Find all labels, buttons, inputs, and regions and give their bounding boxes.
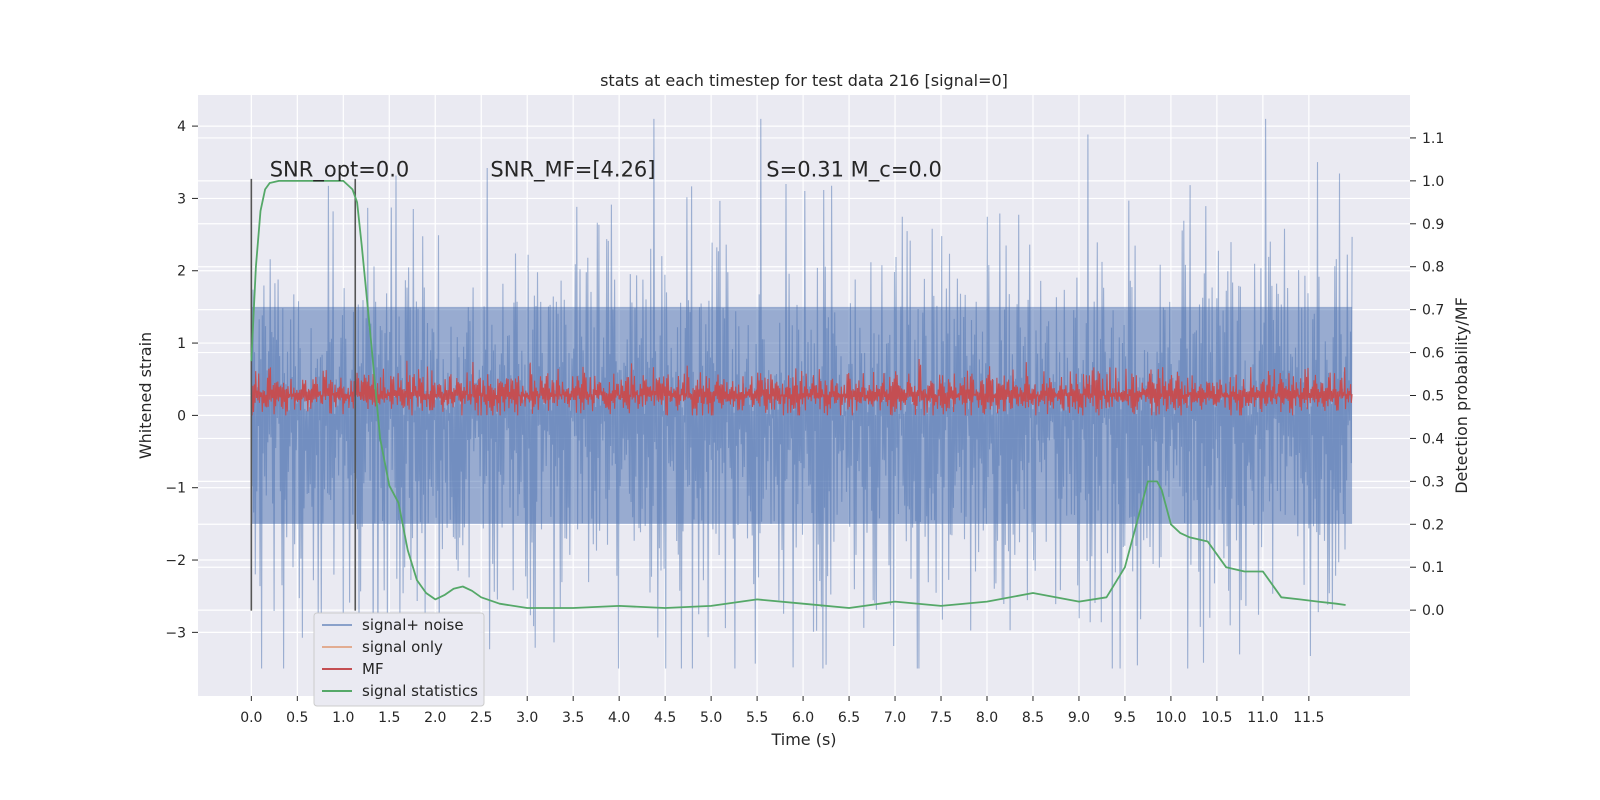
x-tick-label-3: 1.5 — [378, 710, 400, 726]
signal-statistics-series — [250, 180, 1346, 609]
x-tick-label-17: 8.5 — [1022, 710, 1044, 726]
y-tick-labels: −3 −2 −1 0 1 2 3 4 — [165, 119, 198, 641]
x-tick-label-12: 6.0 — [792, 710, 814, 726]
y2-axis-label: Detection probability/MF — [1452, 297, 1471, 494]
y2-tick-label-10: 1.0 — [1422, 174, 1444, 190]
legend-entry-mf: MF — [362, 660, 384, 678]
x-tick-label-19: 9.5 — [1114, 710, 1136, 726]
x-tick-label-1: 0.5 — [286, 710, 308, 726]
y-tick-label-1: −2 — [165, 553, 186, 569]
x-tick-label-21: 10.5 — [1201, 710, 1232, 726]
x-tick-label-0: 0.0 — [240, 710, 262, 726]
legend-entry-signal-only: signal only — [362, 638, 443, 656]
x-tick-label-4: 2.0 — [424, 710, 446, 726]
annotation-0: SNR_opt=0.0 — [270, 158, 410, 183]
y2-tick-label-3: 0.3 — [1422, 474, 1444, 490]
legend-entry-signal-statistics: signal statistics — [362, 682, 478, 700]
legend-entry-signal-noise: signal+ noise — [362, 616, 464, 634]
y2-tick-label-7: 0.7 — [1422, 303, 1444, 319]
y2-tick-label-1: 0.1 — [1422, 560, 1444, 576]
chart-title: stats at each timestep for test data 216… — [600, 71, 1008, 90]
x-tick-label-8: 4.0 — [608, 710, 630, 726]
y-tick-label-5: 2 — [177, 264, 186, 280]
y-tick-label-2: −1 — [165, 481, 186, 497]
y2-tick-label-2: 0.2 — [1422, 517, 1444, 533]
x-tick-label-5: 2.5 — [470, 710, 492, 726]
y2-tick-labels: 0.0 0.1 0.2 0.3 0.4 0.5 0.6 0.7 0.8 0.9 1.0 1.1 — [1410, 131, 1444, 619]
annotation-1: SNR_MF=[4.26] — [490, 158, 655, 183]
x-tick-label-14: 7.0 — [884, 710, 906, 726]
x-tick-label-23: 11.5 — [1293, 710, 1324, 726]
x-tick-label-20: 10.0 — [1155, 710, 1186, 726]
x-tick-label-7: 3.5 — [562, 710, 584, 726]
legend-box — [313, 612, 485, 707]
y-tick-label-4: 1 — [177, 336, 186, 352]
x-tick-label-16: 8.0 — [976, 710, 998, 726]
y2-tick-label-6: 0.6 — [1422, 346, 1444, 362]
y2-tick-label-5: 0.5 — [1422, 389, 1444, 405]
x-tick-label-6: 3.0 — [516, 710, 538, 726]
x-tick-label-11: 5.5 — [746, 710, 768, 726]
x-tick-label-9: 4.5 — [654, 710, 676, 726]
x-tick-label-13: 6.5 — [838, 710, 860, 726]
y-axis-label: Whitened strain — [136, 332, 155, 459]
y-tick-label-7: 4 — [177, 119, 186, 135]
annotations: SNR_opt=0.0 SNR_MF=[4.26] S=0.31 M_c=0.0 — [270, 158, 942, 183]
legend: signal+ noise signal only MF signal stat… — [313, 612, 485, 707]
x-tick-label-10: 5.0 — [700, 710, 722, 726]
y2-tick-label-9: 0.9 — [1422, 217, 1444, 233]
signal-noise-series — [250, 118, 1353, 669]
mf-series — [250, 358, 1353, 416]
y2-tick-label-4: 0.4 — [1422, 431, 1444, 447]
y2-tick-label-11: 1.1 — [1422, 131, 1444, 147]
x-axis-label: Time (s) — [770, 730, 836, 749]
x-tick-label-18: 9.0 — [1068, 710, 1090, 726]
y-tick-label-3: 0 — [177, 408, 186, 424]
x-tick-label-15: 7.5 — [930, 710, 952, 726]
annotation-2: S=0.31 M_c=0.0 — [766, 158, 942, 183]
x-tick-label-2: 1.0 — [332, 710, 354, 726]
y-tick-label-0: −3 — [165, 625, 186, 641]
y2-tick-label-0: 0.0 — [1422, 603, 1444, 619]
x-tick-labels: 0.0 0.5 1.0 1.5 2.0 2.5 3.0 3.5 4.0 4.5 5.0 5.5 6.0 6… — [240, 696, 1324, 726]
y-tick-label-6: 3 — [177, 191, 186, 207]
vertical-markers — [250, 178, 357, 611]
y2-tick-label-8: 0.8 — [1422, 260, 1444, 276]
mf-line — [250, 358, 1353, 416]
x-tick-label-22: 11.0 — [1247, 710, 1278, 726]
signal-noise-line — [250, 118, 1353, 669]
signal-statistics-line — [250, 180, 1346, 609]
